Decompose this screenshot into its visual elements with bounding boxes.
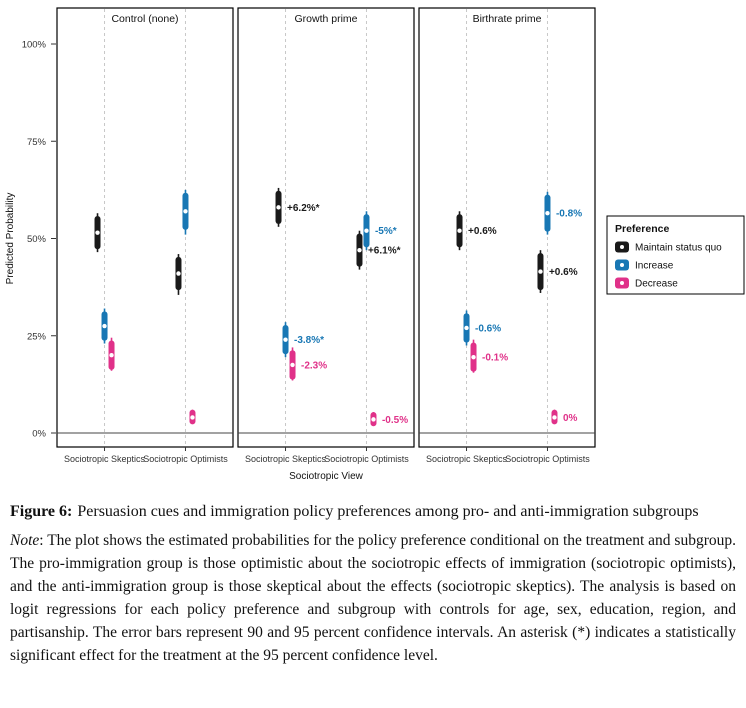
y-tick-label: 0% — [32, 429, 46, 440]
effect-label: -5%* — [375, 226, 397, 237]
legend-title: Preference — [615, 223, 669, 235]
estimate-point — [471, 354, 476, 360]
estimate-point — [545, 211, 550, 216]
effect-label: -0.8% — [556, 209, 582, 220]
effect-label: -3.8%* — [294, 335, 324, 346]
estimate-point — [183, 209, 188, 214]
effect-label: +6.1%* — [368, 246, 401, 257]
note-label: Note — [10, 532, 40, 550]
legend-key-dot — [620, 281, 624, 285]
estimate-point — [102, 323, 107, 329]
figure-number: Figure 6: — [10, 503, 73, 520]
panel-border — [237, 7, 415, 448]
effect-label: -2.3% — [301, 360, 327, 371]
facet-title: Growth prime — [294, 13, 357, 25]
figure-page: 0% 25% 50% 75% 100% Predicted Probability Cont… — [5, 7, 745, 668]
estimate-point — [371, 417, 376, 422]
estimate-point — [283, 337, 288, 342]
legend-key-dot — [620, 263, 624, 267]
estimate-point — [464, 325, 469, 331]
panel-border — [56, 7, 234, 448]
legend-box — [606, 215, 745, 295]
estimate-point — [276, 205, 281, 210]
effect-label: -0.5% — [382, 415, 408, 426]
estimate-point — [357, 247, 362, 253]
effect-label: +6.2%* — [287, 203, 320, 214]
legend-label: Decrease — [635, 279, 678, 290]
x-tick-label: Sociotropic Skeptics — [64, 454, 146, 464]
x-axis-title: Sociotropic View — [289, 471, 364, 482]
figure-note: Note: The plot shows the estimated proba… — [10, 530, 736, 668]
x-tick-label: Sociotropic Skeptics — [245, 454, 327, 464]
panel-border — [418, 7, 596, 448]
facet-title: Birthrate prime — [473, 13, 542, 25]
y-tick-label: 100% — [22, 40, 47, 51]
x-tick-label: Sociotropic Optimists — [143, 454, 228, 464]
y-axis-title: Predicted Probability — [5, 193, 16, 285]
effect-label: +0.6% — [468, 226, 497, 237]
facet-title: Control (none) — [111, 13, 178, 25]
effect-label: -0.1% — [482, 353, 508, 364]
y-tick-label: 75% — [27, 137, 47, 148]
estimate-point — [552, 415, 557, 420]
estimate-point — [109, 353, 114, 358]
figure-caption-text: Persuasion cues and immigration policy p… — [77, 503, 699, 520]
figure-6-plot: 0% 25% 50% 75% 100% Predicted Probability Cont… — [5, 7, 745, 482]
y-tick-label: 25% — [27, 331, 47, 342]
x-tick-label: Sociotropic Optimists — [324, 454, 409, 464]
x-tick-label: Sociotropic Skeptics — [426, 454, 508, 464]
legend-label: Maintain status quo — [635, 243, 722, 254]
note-text: : The plot shows the estimated probabili… — [10, 532, 736, 664]
effect-label: 0% — [563, 413, 578, 424]
legend-key-dot — [620, 245, 624, 249]
legend-label: Increase — [635, 261, 674, 272]
estimate-point — [190, 415, 195, 420]
estimate-point — [364, 228, 369, 233]
effect-label: -0.6% — [475, 323, 501, 334]
estimate-point — [538, 269, 543, 274]
effect-label: +0.6% — [549, 267, 578, 278]
figure-caption: Figure 6: Persuasion cues and immigration… — [10, 500, 736, 523]
estimate-point — [176, 271, 181, 276]
y-tick-label: 50% — [27, 234, 47, 245]
estimate-point — [95, 230, 100, 235]
x-tick-label: Sociotropic Optimists — [505, 454, 590, 464]
estimate-point — [457, 228, 462, 233]
estimate-point — [290, 362, 295, 368]
